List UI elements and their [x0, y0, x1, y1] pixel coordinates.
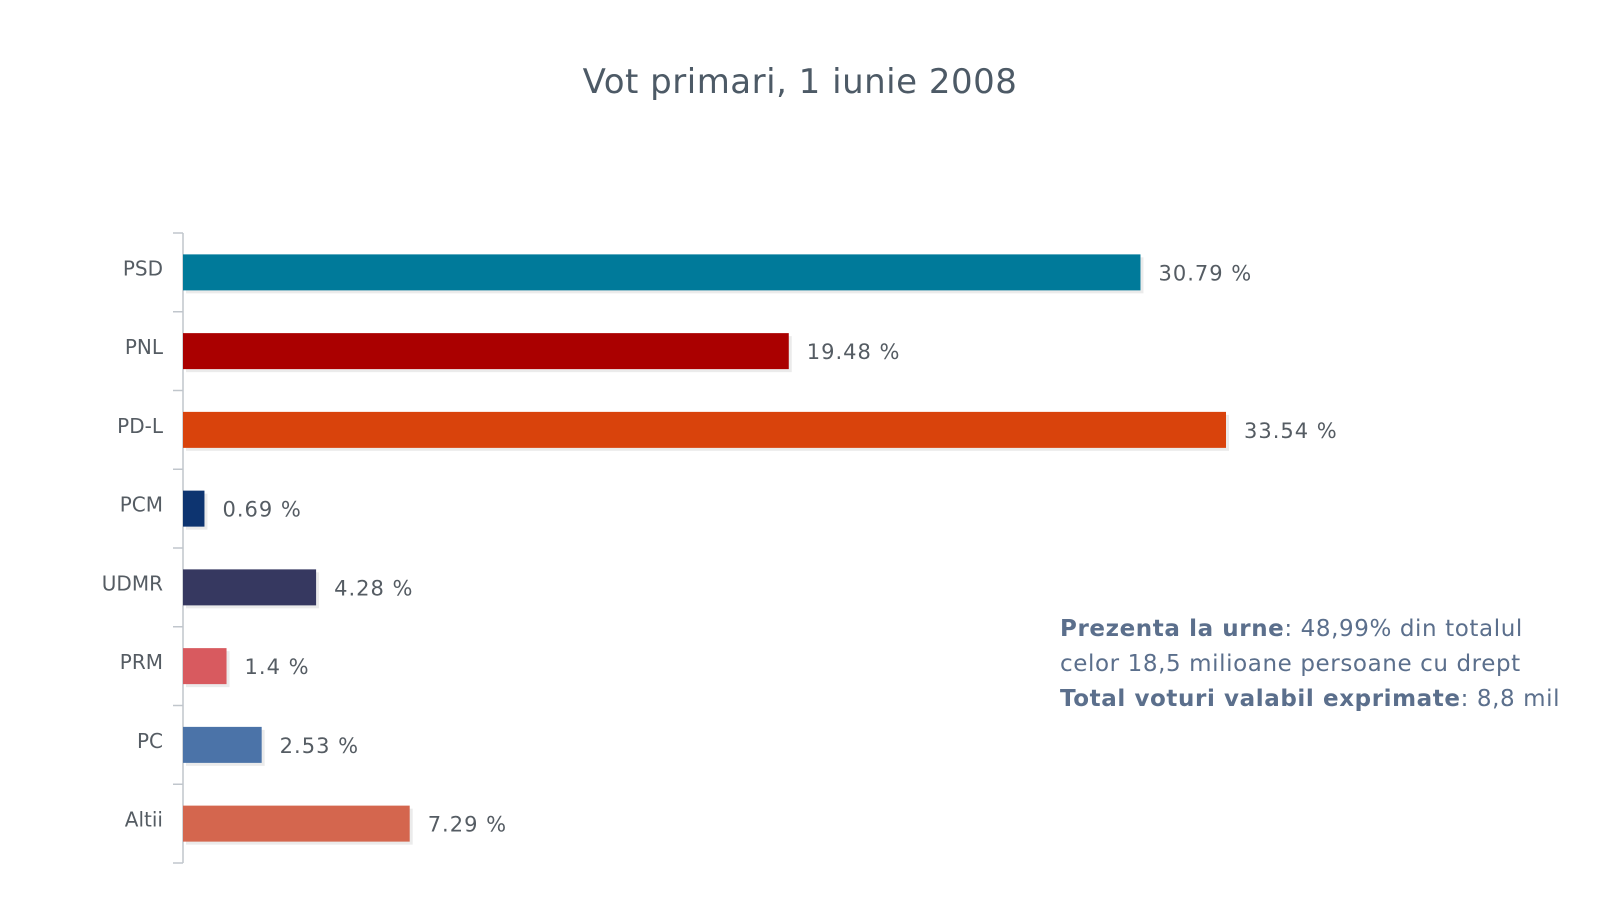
chart-title: Vot primari, 1 iunie 2008	[582, 62, 1018, 102]
value-label: 19.48 %	[807, 340, 901, 364]
bar-pnl	[183, 333, 789, 370]
category-label: PSD	[123, 256, 163, 280]
valid-votes-line: Total voturi valabil exprimate: 8,8 mil	[1060, 682, 1600, 717]
category-label: PC	[137, 729, 163, 753]
bar-pd-l	[183, 411, 1226, 448]
bar-altii	[183, 805, 410, 842]
value-label: 4.28 %	[334, 576, 413, 600]
value-label: 30.79 %	[1158, 261, 1252, 285]
bar-pcm	[183, 490, 205, 527]
category-label: PRM	[120, 650, 163, 674]
category-label: UDMR	[102, 571, 163, 595]
category-label: PD-L	[117, 414, 164, 438]
voters-line: celor 18,5 milioane persoane cu drept	[1060, 651, 1521, 677]
bar-layer	[183, 254, 1229, 845]
label-layer: PSD 30.79 % PNL 19.48 % PD-L 33.54 % PCM 0.69 %…	[102, 256, 1338, 837]
value-label: 2.53 %	[280, 734, 359, 758]
value-label: 1.4 %	[245, 655, 310, 679]
turnout-label: Prezenta la urne	[1060, 616, 1285, 642]
turnout-line: Prezenta la urne: 48,99% din totalul	[1060, 612, 1600, 647]
bar-psd	[183, 254, 1141, 291]
valid-votes-value: : 8,8 mil	[1460, 686, 1561, 712]
axis-layer	[173, 232, 184, 864]
turnout-value: : 48,99% din totalul	[1284, 616, 1523, 642]
value-label: 7.29 %	[428, 813, 507, 837]
valid-votes-label: Total voturi valabil exprimate	[1060, 686, 1461, 712]
category-label: PCM	[120, 493, 163, 517]
category-label: PNL	[125, 335, 164, 359]
value-label: 33.54 %	[1244, 419, 1338, 443]
bar-prm	[183, 648, 227, 685]
value-label: 0.69 %	[222, 498, 301, 522]
bar-pc	[183, 726, 262, 763]
category-label: Altii	[125, 808, 163, 832]
bar-udmr	[183, 569, 317, 606]
turnout-note: Prezenta la urne: 48,99% din totalul cel…	[1060, 612, 1600, 717]
